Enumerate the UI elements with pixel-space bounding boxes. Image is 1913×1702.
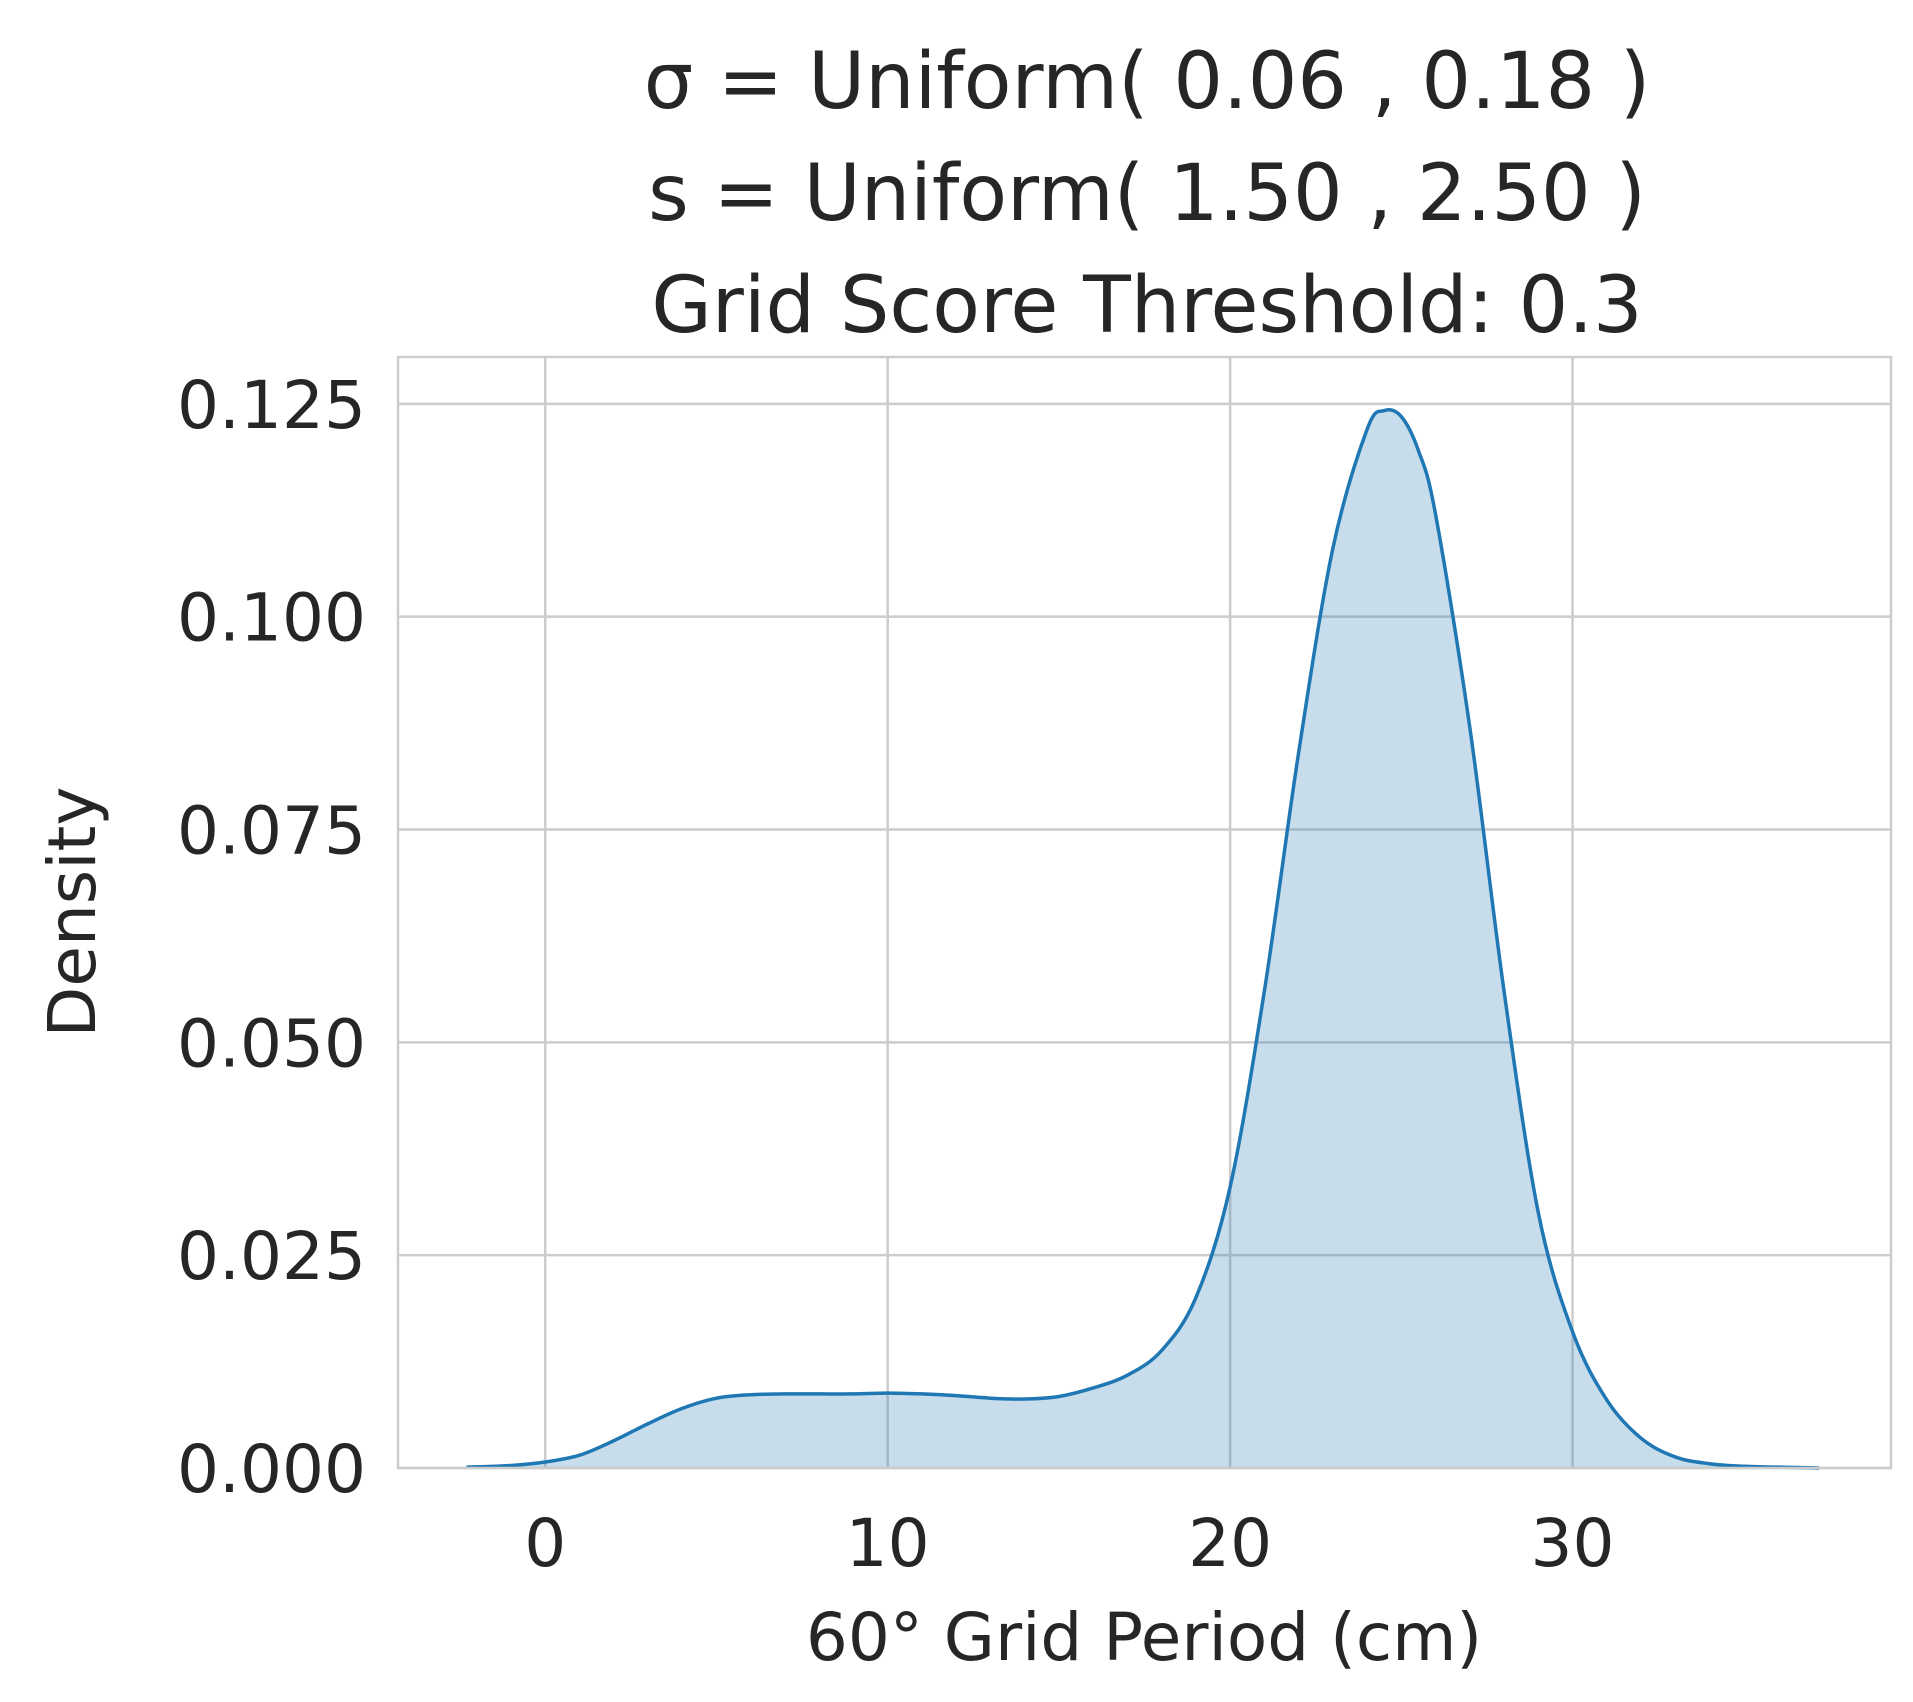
density-area <box>466 409 1820 1468</box>
title-line-sigma: σ = Uniform( 0.06 , 0.18 ) <box>644 37 1651 127</box>
y-tick-labels: 0.000 0.025 0.050 0.075 0.100 0.125 <box>177 367 366 1508</box>
plot-frame <box>396 355 1893 1470</box>
y-tick-label: 0.125 <box>177 367 366 444</box>
x-tick-label: 10 <box>846 1505 930 1582</box>
x-tick-labels: 0 10 20 30 <box>524 1505 1614 1582</box>
y-tick-label: 0.100 <box>177 580 366 657</box>
y-tick-label: 0.050 <box>177 1005 366 1082</box>
grid-lines <box>398 357 1891 1470</box>
x-tick-label: 20 <box>1188 1505 1272 1582</box>
series-layer <box>466 407 1820 1470</box>
y-tick-label: 0.000 <box>177 1431 366 1508</box>
title-line-threshold: Grid Score Threshold: 0.3 <box>651 261 1642 351</box>
x-tick-label: 30 <box>1531 1505 1615 1582</box>
density-line <box>466 407 1820 1470</box>
y-tick-label: 0.075 <box>177 792 366 869</box>
y-tick-label: 0.025 <box>177 1218 366 1295</box>
x-axis-label: 60° Grid Period (cm) <box>806 1599 1482 1676</box>
y-axis-label: Density <box>34 787 111 1038</box>
title-line-s: s = Uniform( 1.50 , 2.50 ) <box>648 149 1646 239</box>
x-tick-label: 0 <box>524 1505 566 1582</box>
chart-title: σ = Uniform( 0.06 , 0.18 ) s = Uniform( … <box>644 37 1651 351</box>
